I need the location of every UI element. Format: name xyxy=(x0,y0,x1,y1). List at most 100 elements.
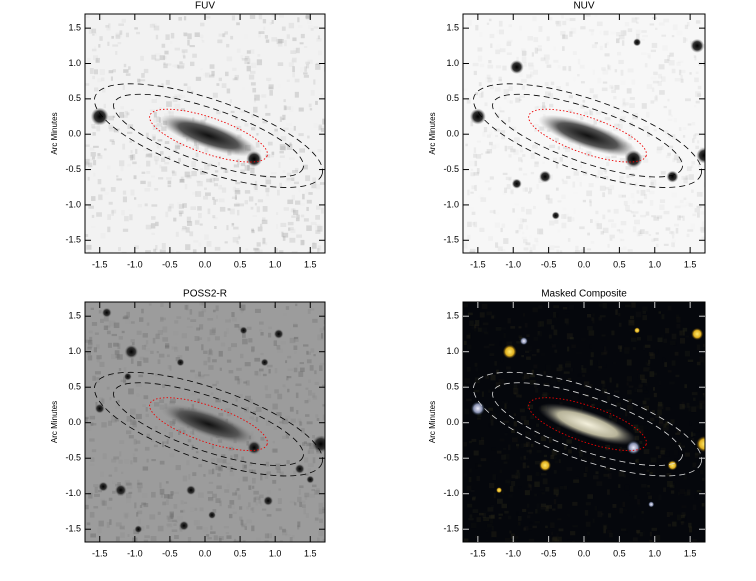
noise xyxy=(169,453,175,458)
noise xyxy=(479,32,482,37)
noise xyxy=(662,357,665,363)
noise xyxy=(503,420,509,423)
noise xyxy=(682,215,685,221)
noise xyxy=(306,199,312,204)
noise xyxy=(700,227,705,233)
noise xyxy=(649,467,653,473)
noise xyxy=(181,49,188,53)
noise xyxy=(575,351,582,355)
noise xyxy=(503,95,507,100)
noise xyxy=(562,146,568,150)
noise xyxy=(620,115,627,119)
noise xyxy=(649,190,655,195)
noise xyxy=(323,501,325,507)
noise xyxy=(293,470,297,475)
noise xyxy=(556,20,562,27)
noise xyxy=(248,196,254,202)
noise xyxy=(229,99,233,103)
noise xyxy=(648,366,651,371)
noise xyxy=(258,31,265,35)
noise xyxy=(476,517,481,522)
noise xyxy=(680,78,684,83)
noise xyxy=(309,442,315,449)
x-tick-label: 0.5 xyxy=(234,259,247,269)
noise xyxy=(663,243,669,246)
noise xyxy=(87,352,91,355)
noise xyxy=(279,155,285,158)
noise xyxy=(604,43,607,48)
noise xyxy=(262,120,268,124)
noise xyxy=(276,38,283,45)
noise xyxy=(649,371,655,377)
noise xyxy=(98,194,103,201)
noise xyxy=(121,251,127,253)
noise xyxy=(642,310,647,314)
noise xyxy=(683,140,686,143)
noise xyxy=(659,199,666,204)
noise xyxy=(161,243,166,249)
noise xyxy=(190,431,194,435)
noise xyxy=(85,161,89,167)
noise xyxy=(214,226,217,229)
noise xyxy=(142,333,148,338)
noise xyxy=(627,389,632,395)
noise xyxy=(292,66,295,72)
noise xyxy=(496,171,500,174)
noise xyxy=(147,322,150,326)
y-axis-label: Arc Minutes xyxy=(428,112,437,154)
noise xyxy=(663,210,670,215)
noise xyxy=(624,350,630,354)
noise xyxy=(159,399,165,404)
noise xyxy=(600,31,602,34)
noise xyxy=(308,103,312,108)
noise xyxy=(179,427,185,433)
noise xyxy=(672,158,676,163)
noise xyxy=(99,36,103,41)
noise xyxy=(153,402,160,407)
noise xyxy=(190,506,194,511)
noise xyxy=(181,108,185,111)
noise xyxy=(167,516,173,522)
noise xyxy=(281,117,285,121)
noise xyxy=(198,371,201,377)
noise xyxy=(156,143,160,149)
noise xyxy=(534,161,539,168)
noise xyxy=(686,233,690,238)
noise xyxy=(523,373,530,379)
noise xyxy=(306,359,312,364)
noise xyxy=(207,537,212,540)
noise xyxy=(226,535,232,539)
noise xyxy=(274,368,278,374)
noise xyxy=(85,339,92,343)
noise xyxy=(286,79,290,83)
noise xyxy=(697,163,701,168)
noise xyxy=(568,95,573,99)
noise xyxy=(607,243,610,248)
noise xyxy=(210,437,213,442)
noise xyxy=(524,187,528,192)
noise xyxy=(519,26,522,31)
noise xyxy=(584,466,588,473)
noise xyxy=(665,227,671,231)
noise xyxy=(612,113,615,118)
noise xyxy=(286,375,289,381)
noise xyxy=(162,326,168,333)
noise xyxy=(99,397,104,403)
noise xyxy=(210,531,216,534)
noise xyxy=(627,68,634,73)
noise xyxy=(295,303,298,307)
noise xyxy=(500,512,505,516)
noise xyxy=(486,149,493,154)
noise xyxy=(242,476,248,482)
noise xyxy=(467,234,471,240)
noise xyxy=(482,322,489,326)
noise xyxy=(553,312,557,318)
noise xyxy=(167,540,174,542)
noise xyxy=(263,26,266,30)
noise xyxy=(215,198,218,202)
noise xyxy=(501,249,506,252)
noise xyxy=(227,504,232,509)
noise xyxy=(316,418,320,421)
noise xyxy=(104,192,108,195)
noise xyxy=(98,489,103,493)
